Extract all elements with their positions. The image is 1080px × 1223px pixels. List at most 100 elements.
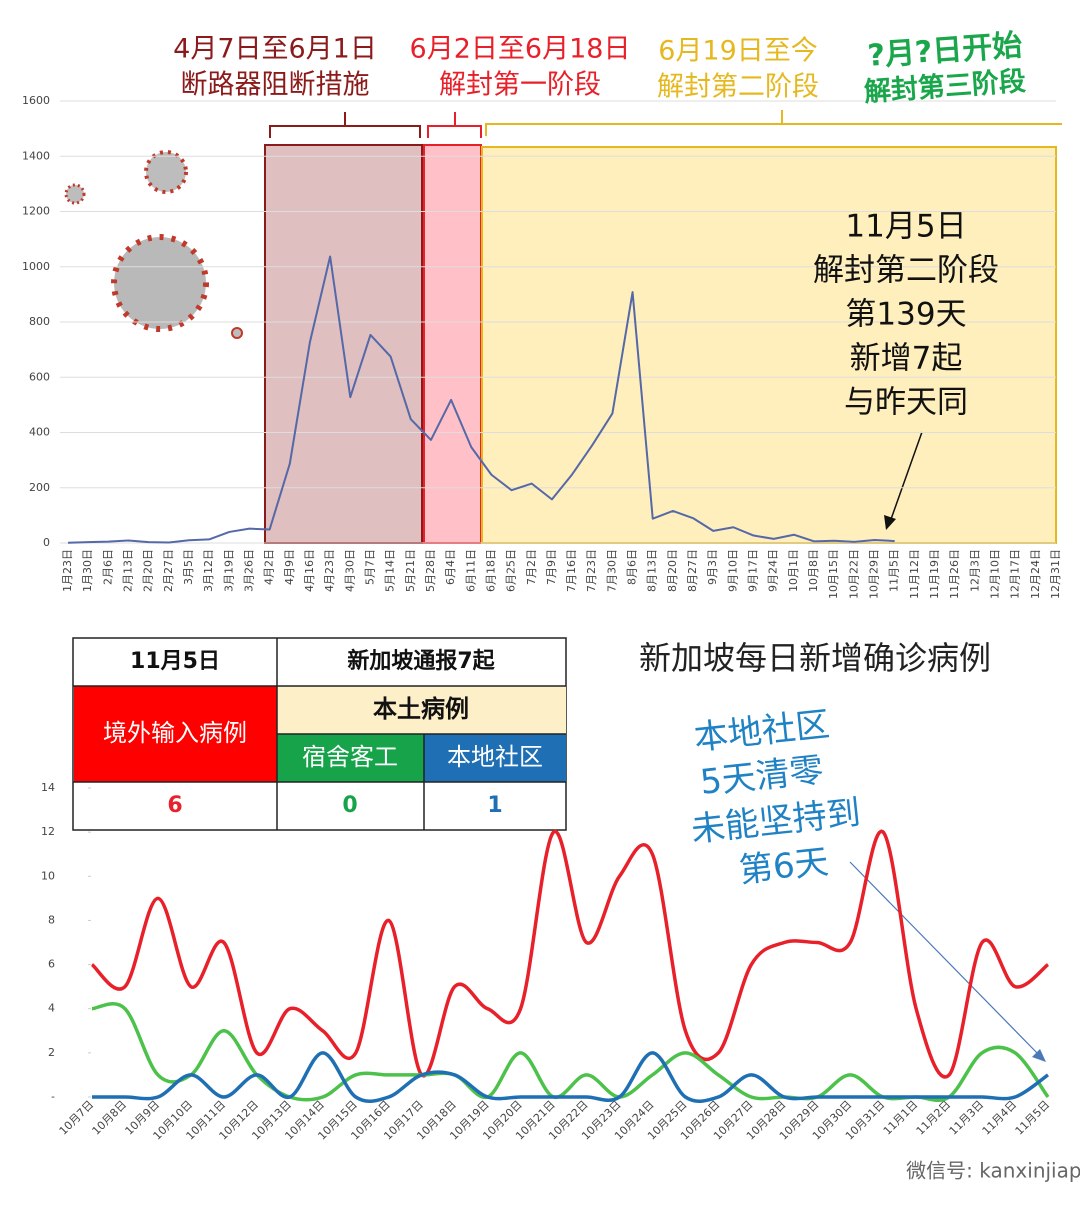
x-tick-label: 5月7日 (363, 549, 376, 585)
x-tick-label: 10月29日 (868, 549, 881, 599)
table-cell: 0 (342, 793, 357, 818)
phase-label: 6月2日至6月18日 (410, 34, 631, 65)
y-tick-label: 8 (48, 913, 55, 926)
x-tick-label: 4月23日 (323, 549, 336, 592)
x-tick-label: 9月24日 (767, 549, 780, 592)
arrow (889, 431, 923, 523)
table: 11月5日 新加坡通报7起 境外输入病例 本土病例 宿舍客工 本地社区 6 0 … (72, 637, 567, 831)
x-tick-label: 8月13日 (646, 549, 659, 592)
y-tick-label: 0 (43, 536, 50, 549)
table-cell: 1 (487, 793, 502, 818)
x-tick-label: 9月10日 (726, 549, 739, 592)
x-tick-label: 7月30日 (605, 549, 618, 592)
x-tick-label: 6月11日 (464, 549, 477, 592)
phase-region (481, 146, 1057, 544)
x-tick-label: 11月26日 (948, 549, 961, 599)
x-tick-label: 9月17日 (747, 549, 760, 592)
annotation: 与昨天同 (844, 385, 968, 421)
y-tick-label: 400 (29, 426, 50, 439)
annotation: 11月5日 (845, 209, 966, 245)
x-tick-label: 2月20日 (142, 549, 155, 592)
x-tick-label: 2月13日 (121, 549, 134, 592)
x-tick-label: 7月2日 (525, 549, 538, 585)
phase-label: 4月7日至6月1日 (173, 34, 377, 65)
y-tick-label: 4 (48, 1002, 55, 1015)
x-tick-label: 11月12日 (908, 549, 921, 599)
x-tick-label: 5月21日 (404, 549, 417, 592)
x-tick-label: 12月24日 (1029, 549, 1042, 599)
y-tick-label: 2 (48, 1046, 55, 1059)
y-tick-label: 1000 (22, 260, 50, 273)
x-tick-label: 4月30日 (343, 549, 356, 592)
cell (424, 734, 566, 782)
y-tick-label: 1400 (22, 149, 50, 162)
x-tick-label: 1月23日 (61, 549, 74, 592)
y-tick-label: 1200 (22, 205, 50, 218)
table-cell: 11月5日 (130, 649, 220, 674)
cell (277, 734, 424, 782)
phase-label: 解封第一阶段 (439, 70, 601, 101)
x-tick-label: 3月19日 (222, 549, 235, 592)
phase-label: 6月19日至今 (658, 36, 818, 67)
y-tick-label: 14 (41, 781, 55, 794)
table-cell: 本地社区 (447, 743, 543, 771)
annotation: 解封第二阶段 (813, 253, 999, 289)
x-tick-label: 12月31日 (1049, 549, 1062, 599)
cell (74, 686, 277, 782)
x-tick-label: 2月6日 (101, 549, 114, 585)
table-rules (73, 638, 566, 830)
bracket (427, 112, 482, 138)
x-tick-label: 11月5日 (888, 549, 901, 592)
table-cell: 新加坡通报7起 (347, 648, 495, 674)
x-tick-label: 11月19日 (928, 549, 941, 599)
phase-region (423, 144, 482, 544)
annotation: 第139天 (845, 297, 966, 333)
bracket (269, 112, 421, 138)
x-tick-label: 12月10日 (989, 549, 1002, 599)
x-tick-label: 4月9日 (283, 549, 296, 585)
arrow-head (1032, 1049, 1046, 1062)
x-tick-label: 2月27日 (162, 549, 175, 592)
y-tick-label: 800 (29, 315, 50, 328)
x-tick-label: 5月28日 (424, 549, 437, 592)
x-tick-label: 10月8日 (807, 549, 820, 592)
x-tick-label: 3月5日 (182, 549, 195, 585)
x-tick-label: 4月2日 (263, 549, 276, 585)
y-tick-label: 6 (48, 958, 55, 971)
x-tick-label: 3月26日 (242, 549, 255, 592)
x-tick-label: 5月14日 (384, 549, 397, 592)
x-tick-label: 10月15日 (827, 549, 840, 599)
arrow (849, 861, 1043, 1059)
x-tick-label: 1月30日 (81, 549, 94, 592)
x-tick-label: 10月22日 (847, 549, 860, 599)
footer: 微信号: kanxinjiapo (906, 1159, 1080, 1183)
x-tick-label: 3月12日 (202, 549, 215, 592)
series-line (92, 1051, 1050, 1103)
phase-label: 解封第二阶段 (657, 72, 819, 103)
y-tick-label: - (51, 1090, 55, 1103)
bracket (485, 110, 1062, 136)
chart-title: 新加坡每日新增确诊病例 (639, 639, 991, 677)
table-cell: 本土病例 (373, 695, 469, 723)
table-cell: 境外输入病例 (103, 719, 247, 747)
cell (277, 686, 566, 734)
virus-icons (64, 150, 243, 339)
arrow-head (884, 515, 896, 530)
series-line (90, 829, 1050, 1079)
annotation: 第6天 (737, 842, 830, 891)
y-tick-label: 200 (29, 481, 50, 494)
x-tick-label: 6月4日 (444, 549, 457, 585)
x-tick-label: 12月3日 (968, 549, 981, 592)
x-tick-label: 10月1日 (787, 549, 800, 592)
x-tick-label: 12月17日 (1009, 549, 1022, 599)
table-cell: 6 (167, 793, 182, 818)
table-cell: 宿舍客工 (302, 743, 398, 771)
x-tick-label: 4月16日 (303, 549, 316, 592)
annotation: 新增7起 (850, 341, 963, 377)
phase-label: 断路器阻断措施 (181, 70, 370, 101)
y-tick-label: 600 (29, 370, 50, 383)
x-tick-label: 7月9日 (545, 549, 558, 585)
x-tick-label: 6月25日 (505, 549, 518, 592)
series-line (67, 255, 895, 544)
x-tick-label: 6月18日 (484, 549, 497, 592)
